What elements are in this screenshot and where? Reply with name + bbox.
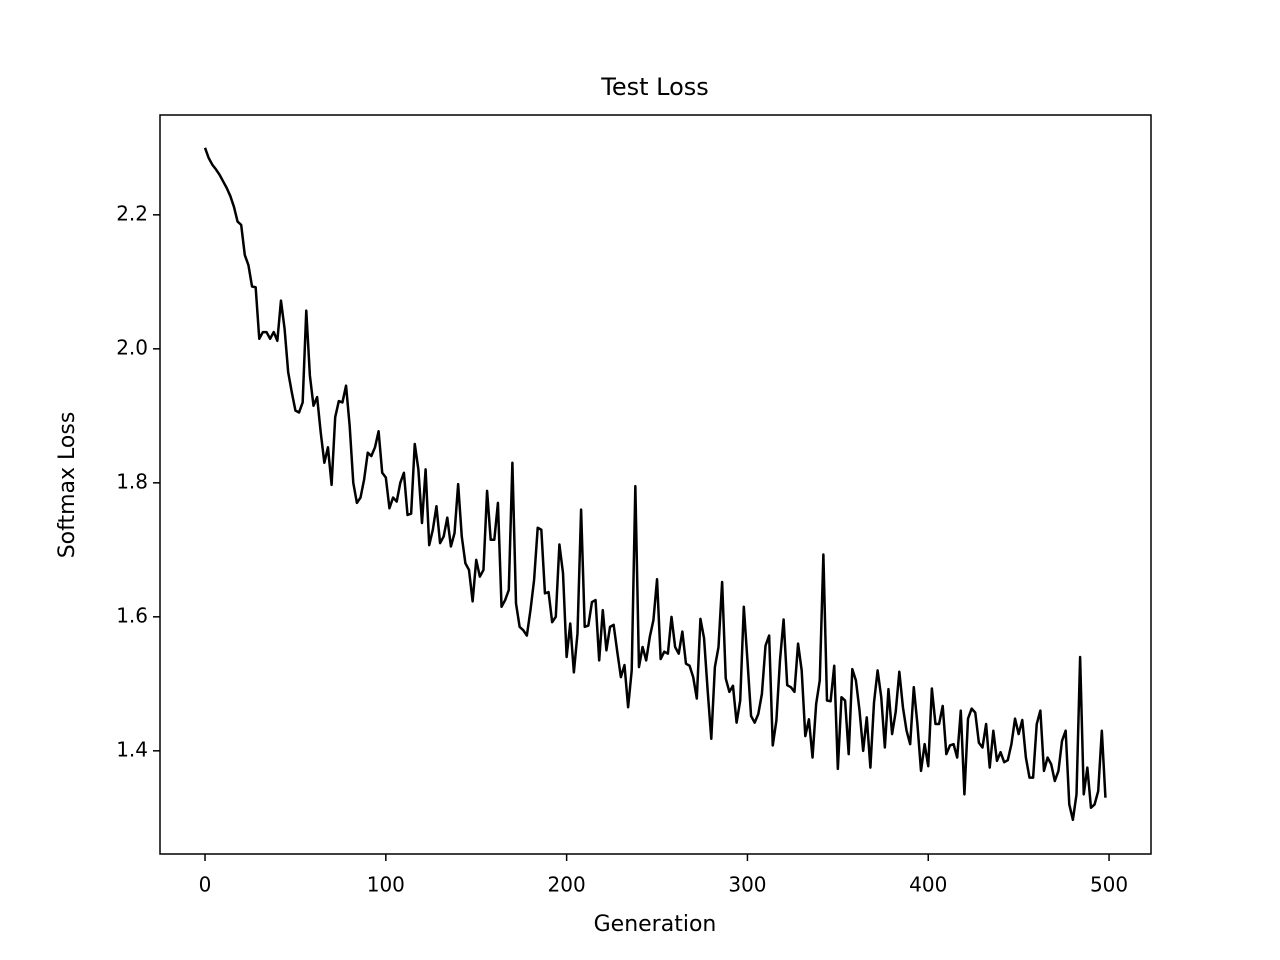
y-tick-label: 1.4 <box>116 737 148 761</box>
plot-frame <box>159 114 1152 855</box>
x-tick-label: 200 <box>548 873 586 897</box>
y-tick-label: 1.8 <box>116 469 148 493</box>
x-tick-label: 300 <box>728 873 766 897</box>
y-axis-label: Softmax Loss <box>55 412 80 559</box>
x-tick-label: 100 <box>367 873 405 897</box>
y-tick-label: 1.6 <box>116 603 148 627</box>
x-tick-label: 500 <box>1090 873 1128 897</box>
x-axis-label: Generation <box>594 912 717 937</box>
data-line <box>203 147 1107 822</box>
x-tick-label: 400 <box>909 873 947 897</box>
chart-title: Test Loss <box>600 73 709 101</box>
y-tick-label: 2.2 <box>116 201 148 225</box>
x-tick-label: 0 <box>199 873 212 897</box>
y-tick-label: 2.0 <box>116 335 148 359</box>
